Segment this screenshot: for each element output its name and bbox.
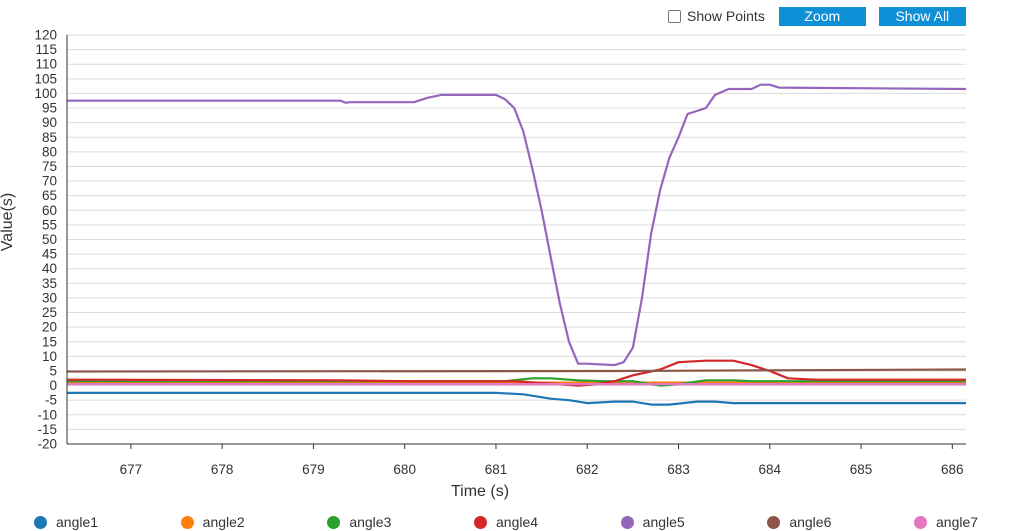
legend-dot-icon [914, 515, 927, 529]
series-line-angle1 [67, 391, 966, 406]
legend-dot-icon [620, 515, 634, 529]
zoom-button[interactable]: Zoom [778, 6, 866, 26]
y-tick-label: 80 [42, 144, 57, 159]
series-lines [66, 83, 967, 406]
y-tick-label: 20 [42, 320, 57, 335]
y-tick-label: 40 [42, 261, 57, 276]
legend-item-angle5[interactable]: angle5 [620, 514, 685, 530]
legend-label: angle7 [936, 514, 979, 530]
y-tick-label: 45 [42, 247, 57, 262]
legend-item-angle2[interactable]: angle2 [180, 514, 245, 530]
y-tick-label: -5 [45, 393, 57, 408]
y-tick-label: 85 [42, 130, 57, 145]
series-line-angle5 [67, 83, 967, 367]
legend-item-angle7[interactable]: angle7 [914, 514, 978, 530]
x-tick-label: 679 [302, 462, 325, 477]
legend-dot-icon [767, 515, 781, 529]
y-axis-ticks: -20-15-10-505101520253035404550556065707… [34, 28, 57, 452]
y-tick-label: -10 [37, 407, 57, 422]
legend-label: angle2 [202, 514, 245, 530]
y-tick-label: 110 [35, 57, 57, 72]
legend-label: angle4 [496, 514, 539, 530]
y-tick-label: 10 [42, 349, 57, 364]
y-tick-label: 120 [34, 28, 57, 43]
y-tick-label: -15 [37, 422, 57, 437]
y-tick-label: 60 [42, 203, 57, 218]
x-tick-label: 685 [850, 462, 873, 477]
series-line-angle6 [66, 368, 967, 373]
y-tick-label: 25 [42, 305, 57, 320]
x-tick-label: 681 [485, 462, 508, 477]
x-tick-label: 682 [576, 462, 599, 477]
show-points-label: Show Points [687, 8, 765, 24]
legend-item-angle3[interactable]: angle3 [327, 514, 391, 530]
x-axis-label: Time (s) [451, 483, 509, 500]
legend-item-angle1[interactable]: angle1 [34, 514, 98, 530]
y-tick-label: 100 [34, 86, 57, 101]
x-tick-label: 677 [120, 462, 143, 477]
show-points-checkbox[interactable] [668, 9, 681, 23]
x-tick-label: 680 [393, 462, 416, 477]
y-tick-label: 5 [49, 363, 57, 378]
y-tick-label: 65 [42, 188, 57, 203]
chart-legend: angle1 angle2 angle3 angle4 angle5 angle6 angl… [0, 511, 1014, 531]
legend-label: angle6 [789, 514, 832, 530]
y-tick-label: -20 [37, 437, 57, 452]
legend-item-angle4[interactable]: angle4 [474, 514, 538, 530]
y-tick-label: 35 [42, 276, 57, 291]
line-chart[interactable]: -20-15-10-505101520253035404550556065707… [0, 0, 1014, 510]
y-tick-label: 55 [42, 217, 57, 232]
y-tick-label: 90 [42, 115, 57, 130]
legend-label: angle3 [349, 514, 392, 530]
legend-item-angle6[interactable]: angle6 [767, 514, 831, 530]
y-tick-label: 15 [42, 334, 57, 349]
x-axis-ticks: 677 678 679 680 681 682 683 684 685 686 [120, 444, 964, 477]
y-tick-label: 0 [49, 378, 57, 393]
legend-dot-icon [180, 515, 194, 529]
x-tick-label: 684 [759, 462, 782, 477]
legend-dot-icon [327, 515, 341, 529]
show-all-button[interactable]: Show All [878, 6, 966, 26]
series-line-angle4 [66, 359, 966, 387]
x-tick-label: 686 [941, 462, 964, 477]
legend-label: angle5 [642, 514, 685, 530]
x-tick-label: 678 [211, 462, 234, 477]
y-tick-label: 70 [42, 174, 57, 189]
y-tick-label: 115 [35, 42, 57, 57]
show-points-toggle[interactable]: Show Points [668, 8, 765, 24]
y-tick-label: 105 [34, 71, 57, 86]
y-tick-label: 95 [42, 101, 57, 116]
y-tick-label: 75 [42, 159, 57, 174]
chart-toolbar: Show Points Zoom Show All [668, 6, 966, 26]
grid-lines [67, 34, 966, 445]
legend-dot-icon [474, 515, 487, 529]
y-tick-label: 30 [42, 290, 57, 305]
x-tick-label: 683 [667, 462, 690, 477]
legend-dot-icon [34, 515, 47, 529]
y-axis-label: Value(s) [0, 193, 16, 251]
y-tick-label: 50 [42, 232, 57, 247]
legend-label: angle1 [56, 514, 99, 530]
